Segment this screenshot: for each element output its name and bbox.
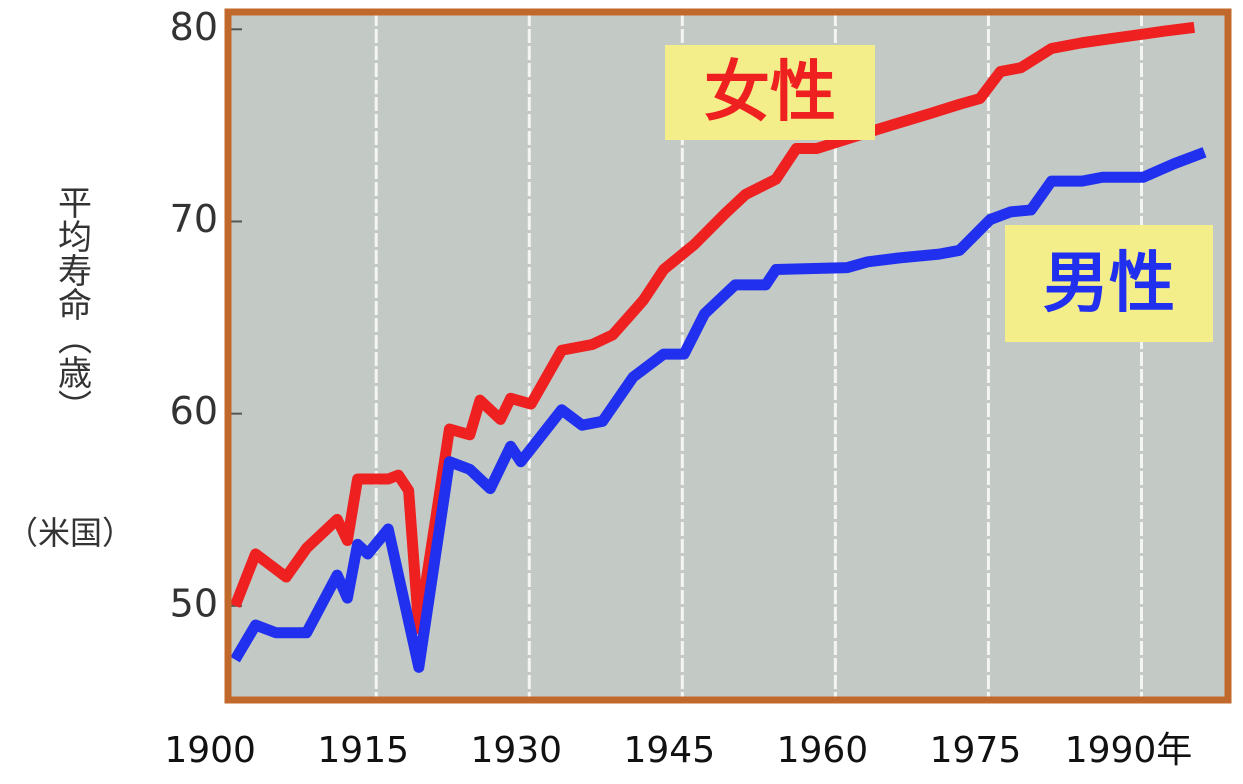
series-line — [230, 21, 1196, 635]
x-tick-label: 1960 — [777, 730, 869, 771]
y-axis-label: 平均寿命（歳） — [52, 185, 92, 423]
x-tick-label: 1945 — [624, 730, 716, 771]
y-tick-label: 60 — [170, 389, 218, 433]
y-tick-label: 70 — [170, 197, 218, 241]
x-tick-label: 1915 — [317, 730, 409, 771]
plot-border — [224, 8, 1232, 704]
lines — [230, 21, 1207, 673]
legend-label: 女性 — [704, 54, 836, 131]
y-tick-label: 80 — [170, 5, 218, 49]
legend-box — [1005, 225, 1213, 342]
x-tick-label: 1900 — [164, 730, 256, 771]
legend-box — [665, 45, 875, 140]
series-line — [230, 147, 1207, 673]
x-tick-label: 1930 — [470, 730, 562, 771]
legend-label: 男性 — [1043, 245, 1175, 322]
x-tick-label: 1975 — [930, 730, 1022, 771]
y-axis-note: （米国） — [6, 514, 134, 552]
labels: 50 60 70 80 1900 1915 1930 1945 1960 1975 1990年 女性男… — [164, 5, 1213, 771]
y-tick-label: 50 — [170, 581, 218, 625]
x-tick-label: 1990年 — [1065, 730, 1193, 771]
